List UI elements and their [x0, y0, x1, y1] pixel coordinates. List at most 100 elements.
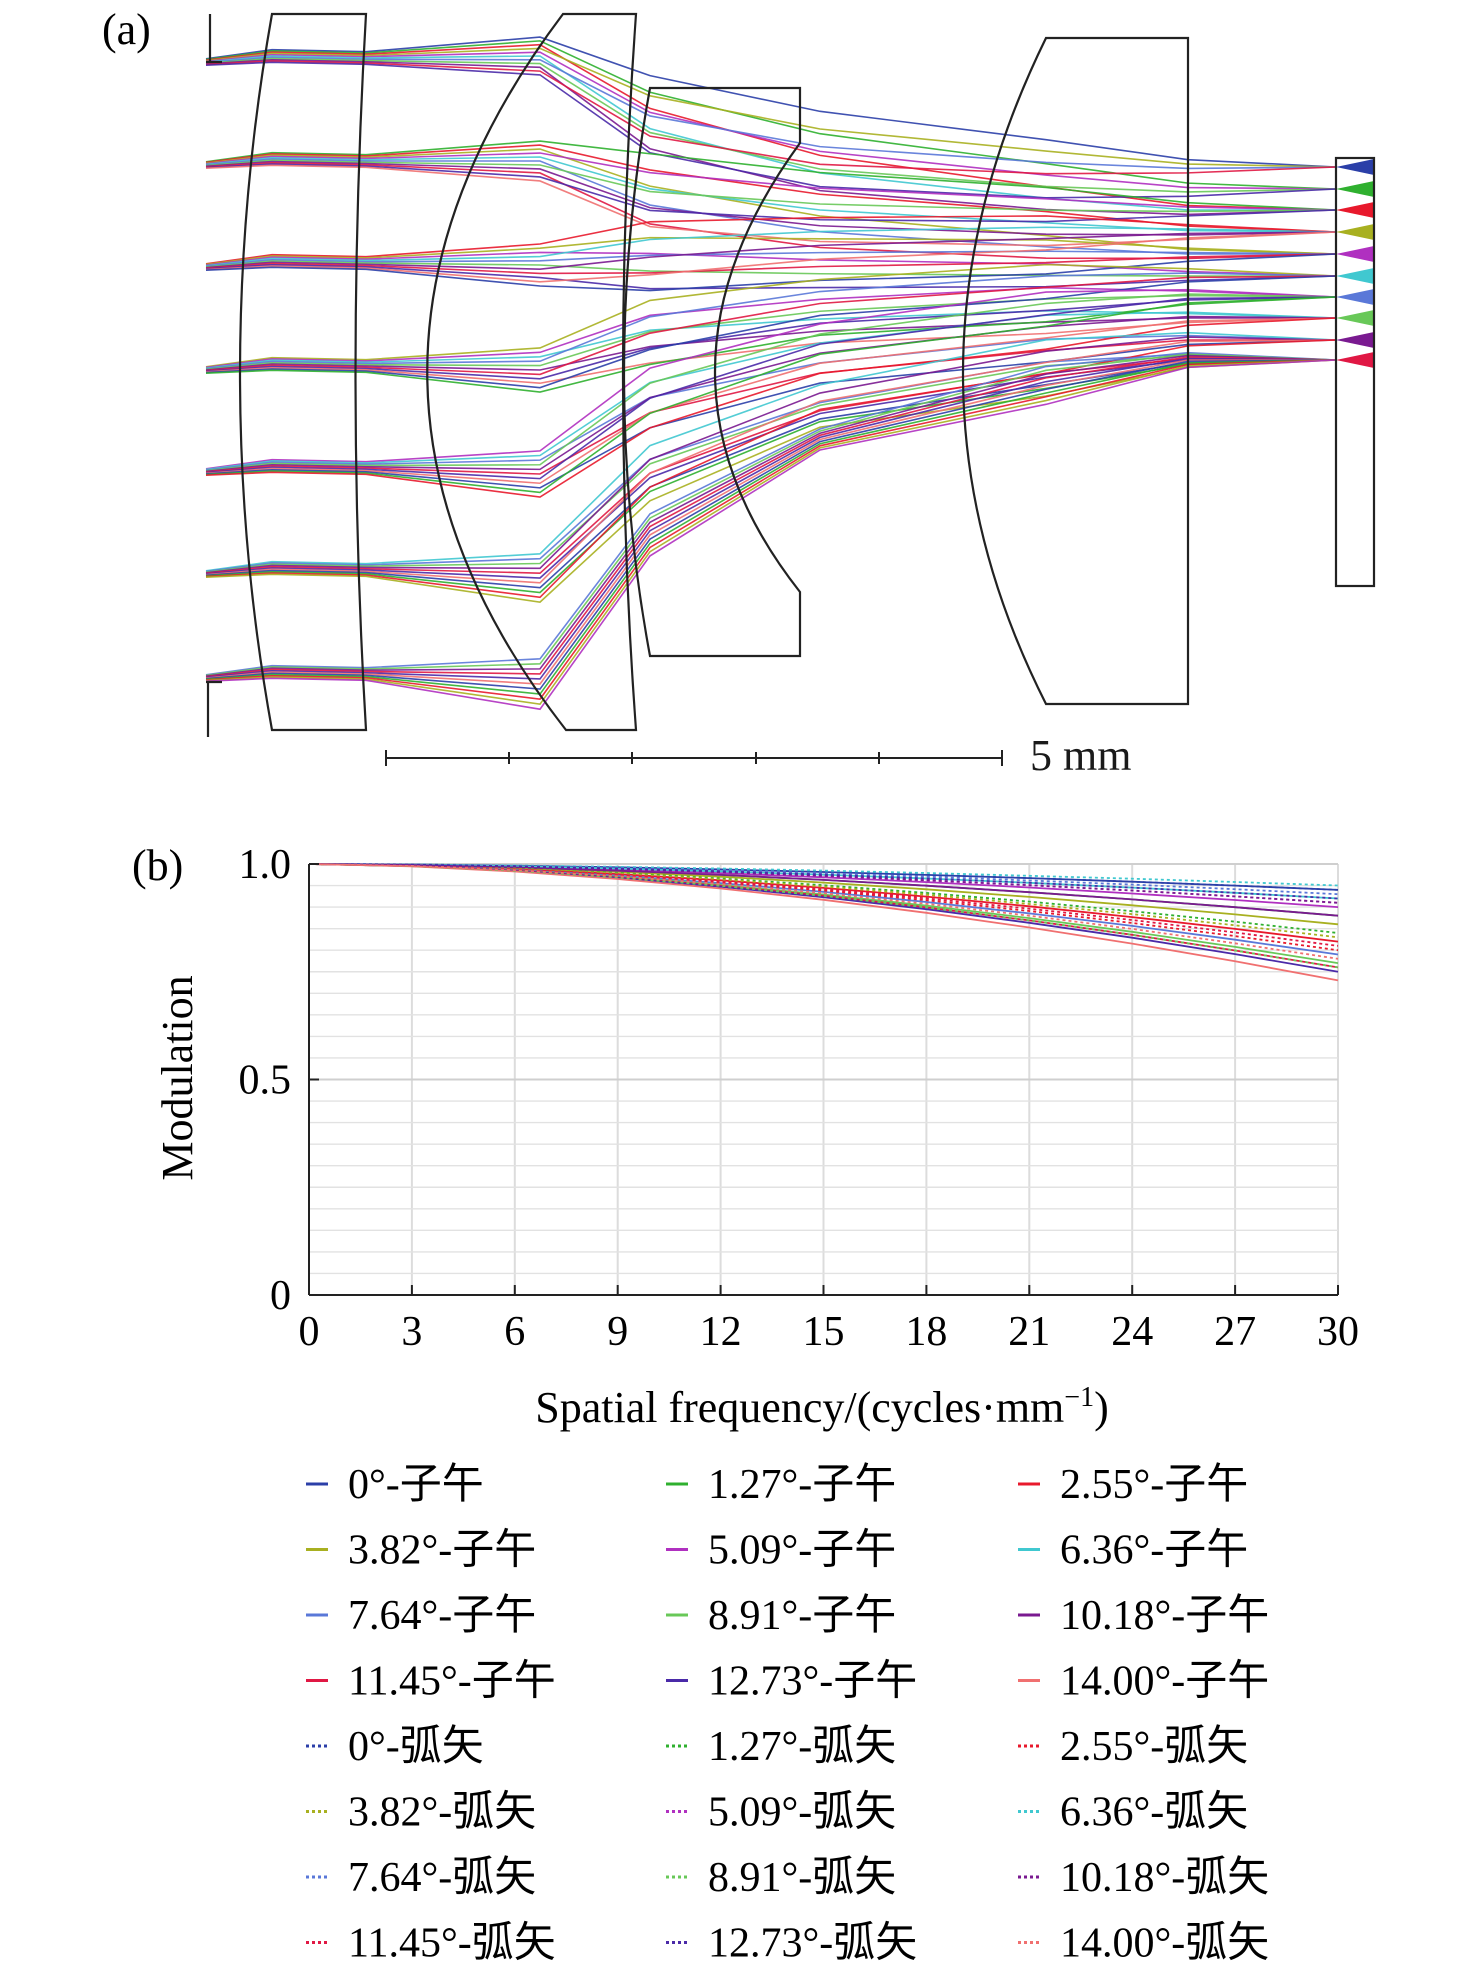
- legend-label: 0°-弧矢: [348, 1724, 484, 1770]
- ray: [205, 231, 1337, 271]
- series-line: [308, 863, 1339, 939]
- focus-marker: [1336, 159, 1374, 175]
- legend-label: 12.73°-子午: [708, 1659, 917, 1705]
- aperture-stop-bottom: [206, 680, 222, 737]
- x-tick-labels: 0 3 6 9 12 15 18 21 24 27 30: [299, 1309, 1360, 1355]
- legend-label: 11.45°-子午: [348, 1659, 556, 1705]
- ray: [205, 359, 1336, 685]
- ray: [205, 275, 1337, 376]
- focus-marker: [1336, 310, 1374, 326]
- x-tick-label: 27: [1214, 1309, 1256, 1355]
- legend-label: 10.18°-子午: [1060, 1593, 1269, 1639]
- legend-label: 12.73°-弧矢: [708, 1921, 917, 1967]
- legend: 0°-子午 1.27°-子午 2.55°-子午 3.82°-子午 5.09°-子午 6.3…: [306, 1462, 1269, 1967]
- ray: [205, 57, 1337, 193]
- x-tick-label: 0: [299, 1309, 320, 1355]
- focus-marker: [1336, 268, 1374, 284]
- legend-label: 5.09°-子午: [708, 1528, 896, 1574]
- series-line: [308, 863, 1339, 934]
- series-line: [308, 863, 1339, 960]
- x-axis-label: Spatial frequency/(cycles·mm−1): [535, 1382, 1108, 1432]
- aperture-stop-top: [206, 14, 222, 64]
- x-tick-label: 21: [1008, 1309, 1050, 1355]
- series-line: [308, 863, 1339, 982]
- ray: [205, 61, 1337, 199]
- ray: [205, 159, 1337, 213]
- legend-label: 11.45°-弧矢: [348, 1921, 556, 1967]
- ray: [205, 215, 1337, 265]
- lens-diagram: (a) 5 mm: [102, 5, 1376, 780]
- x-tick-label: 24: [1111, 1309, 1153, 1355]
- ray: [205, 359, 1337, 695]
- legend-label: 10.18°-弧矢: [1060, 1855, 1269, 1901]
- focus-marker: [1336, 181, 1374, 197]
- legend-label: 8.91°-子午: [708, 1593, 896, 1639]
- panel-b-label: (b): [132, 841, 183, 890]
- ray: [205, 163, 1337, 223]
- y-tick-label: 0: [270, 1273, 291, 1319]
- ray: [205, 263, 1337, 368]
- legend-label: 5.09°-弧矢: [708, 1790, 896, 1836]
- legend-label: 3.82°-弧矢: [348, 1790, 536, 1836]
- legend-label: 14.00°-子午: [1060, 1659, 1269, 1705]
- lens-element-1: [238, 12, 368, 732]
- scale-bar: [385, 750, 1003, 766]
- series-line: [308, 863, 1339, 904]
- y-tick-label: 0.5: [239, 1058, 292, 1104]
- ray: [205, 253, 1337, 275]
- ray: [205, 339, 1337, 584]
- ray: [205, 354, 1337, 677]
- series-line: [308, 863, 1339, 917]
- ray: [205, 263, 1337, 290]
- image-plane: [1334, 156, 1376, 588]
- legend-label: 0°-子午: [348, 1462, 484, 1508]
- legend-label: 1.27°-子午: [708, 1462, 896, 1508]
- ray: [205, 236, 1337, 266]
- chart-series: [308, 863, 1339, 982]
- ray: [205, 296, 1337, 480]
- x-tick-label: 30: [1317, 1309, 1359, 1355]
- y-axis-label: Modulation: [153, 975, 202, 1180]
- ray: [205, 56, 1337, 170]
- legend-label: 6.36°-弧矢: [1060, 1790, 1248, 1836]
- series-line: [308, 863, 1339, 947]
- ray: [205, 353, 1337, 677]
- ray: [205, 47, 1337, 168]
- ray-fans: [205, 36, 1374, 711]
- ray: [205, 152, 1337, 211]
- legend-label: 7.64°-子午: [348, 1593, 536, 1639]
- ray: [205, 339, 1337, 599]
- mtf-chart: (b) 0 3 6 9 12 15 18 21 24 27 30 0 0.5 1.0 Spatial f…: [132, 841, 1359, 1967]
- ray: [205, 226, 1337, 267]
- focus-marker: [1336, 246, 1374, 262]
- ray: [205, 336, 1337, 574]
- scale-bar-label: 5 mm: [1030, 731, 1131, 780]
- ray: [205, 43, 1337, 211]
- ray: [205, 331, 1337, 572]
- focus-marker: [1336, 352, 1374, 368]
- ray: [205, 250, 1337, 268]
- panel-a-label: (a): [102, 5, 151, 54]
- x-tick-label: 9: [607, 1309, 628, 1355]
- lens-element-3: [622, 86, 802, 658]
- ray: [205, 272, 1337, 370]
- ray: [205, 288, 1337, 470]
- ray: [205, 357, 1337, 680]
- ray: [205, 317, 1337, 498]
- focus-marker: [1336, 332, 1374, 348]
- series-line: [308, 863, 1339, 952]
- focus-marker: [1336, 202, 1374, 218]
- ray: [205, 296, 1337, 494]
- ray: [205, 275, 1337, 389]
- ray: [205, 58, 1337, 216]
- ray: [205, 51, 1337, 190]
- ray: [205, 251, 1337, 277]
- x-tick-label: 3: [401, 1309, 422, 1355]
- ray: [205, 260, 1336, 277]
- ray: [205, 293, 1337, 472]
- ray: [205, 36, 1337, 168]
- ray: [205, 231, 1337, 283]
- y-tick-labels: 0 0.5 1.0: [239, 842, 292, 1319]
- x-tick-label: 15: [803, 1309, 845, 1355]
